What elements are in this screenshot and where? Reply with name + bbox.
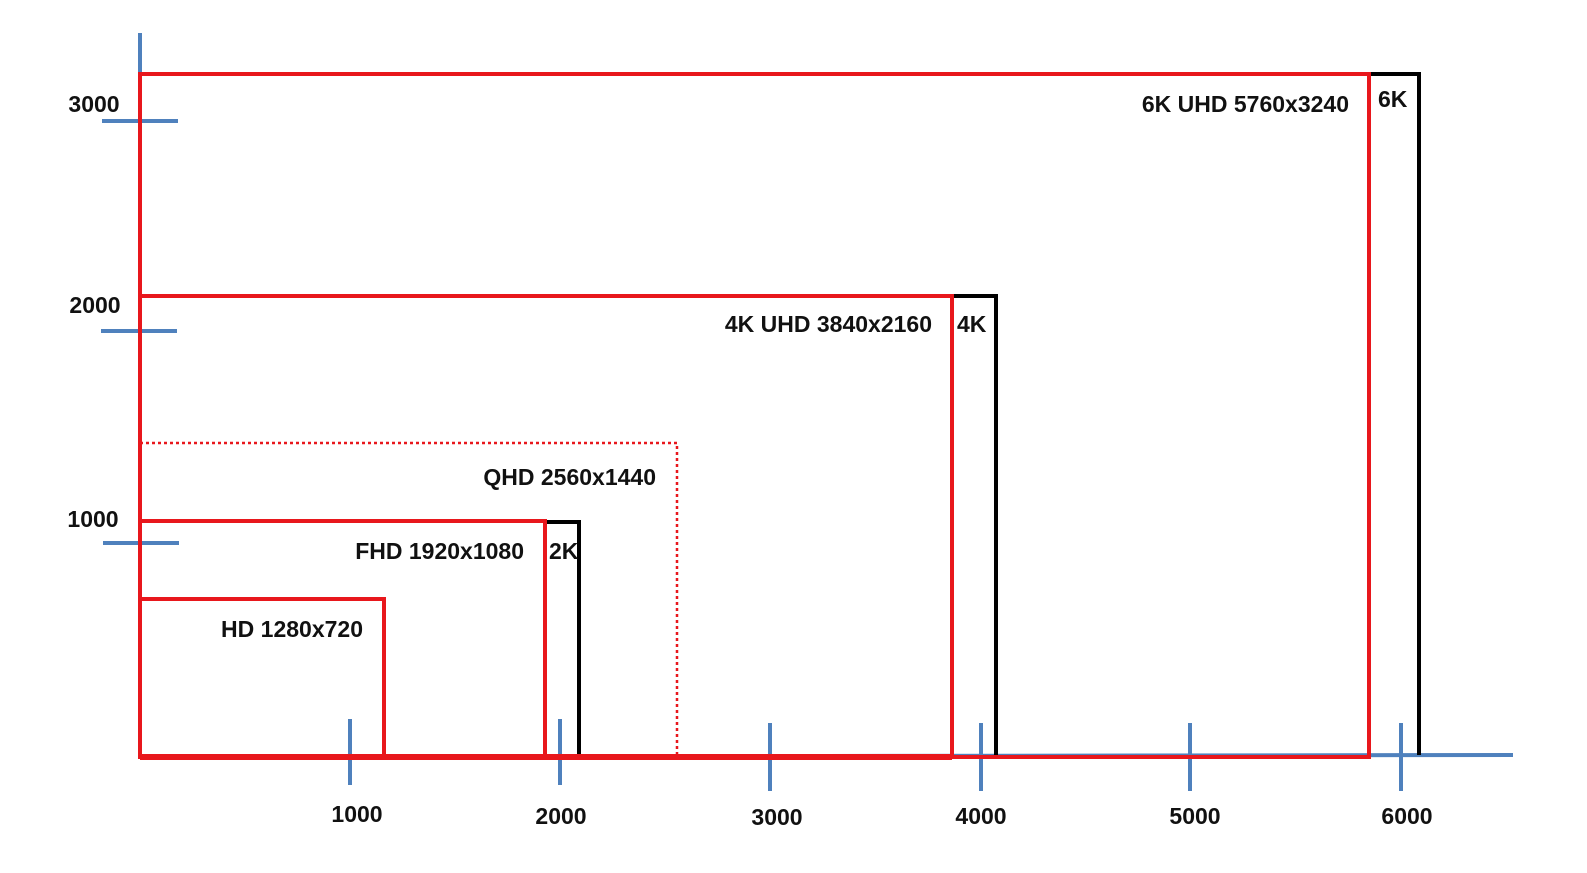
x-tick-label: 5000 bbox=[1169, 803, 1220, 829]
y-tick-label: 3000 bbox=[68, 91, 119, 117]
label-2k: 2K bbox=[549, 538, 579, 564]
x-tick-label: 1000 bbox=[331, 801, 382, 827]
frame-4k bbox=[952, 294, 998, 755]
cinema-frames bbox=[545, 72, 1421, 755]
label-6k-uhd: 6K UHD 5760x3240 bbox=[1142, 91, 1349, 117]
frame-6k-uhd bbox=[138, 72, 1371, 759]
label-hd: HD 1280x720 bbox=[221, 616, 363, 642]
label-4k-uhd: 4K UHD 3840x2160 bbox=[725, 311, 932, 337]
x-tick-label: 3000 bbox=[751, 804, 802, 830]
frame-2k bbox=[545, 520, 581, 755]
frame-6k bbox=[1369, 72, 1421, 755]
label-fhd: FHD 1920x1080 bbox=[355, 538, 524, 564]
frame-labels: HD 1280x720 FHD 1920x1080 QHD 2560x1440 … bbox=[221, 86, 1408, 642]
y-tick-labels: 1000 2000 3000 bbox=[67, 91, 120, 532]
y-tick-label: 2000 bbox=[69, 292, 120, 318]
x-tick-label: 4000 bbox=[955, 803, 1006, 829]
axes bbox=[101, 33, 1514, 791]
y-tick-label: 1000 bbox=[67, 506, 118, 532]
x-tick-label: 2000 bbox=[535, 803, 586, 829]
x-tick-labels: 1000 2000 3000 4000 5000 6000 bbox=[331, 801, 1432, 830]
label-4k: 4K bbox=[957, 311, 987, 337]
label-qhd: QHD 2560x1440 bbox=[483, 464, 656, 490]
x-tick-label: 6000 bbox=[1381, 803, 1432, 829]
label-6k: 6K bbox=[1378, 86, 1408, 112]
resolution-frames bbox=[138, 72, 1371, 760]
